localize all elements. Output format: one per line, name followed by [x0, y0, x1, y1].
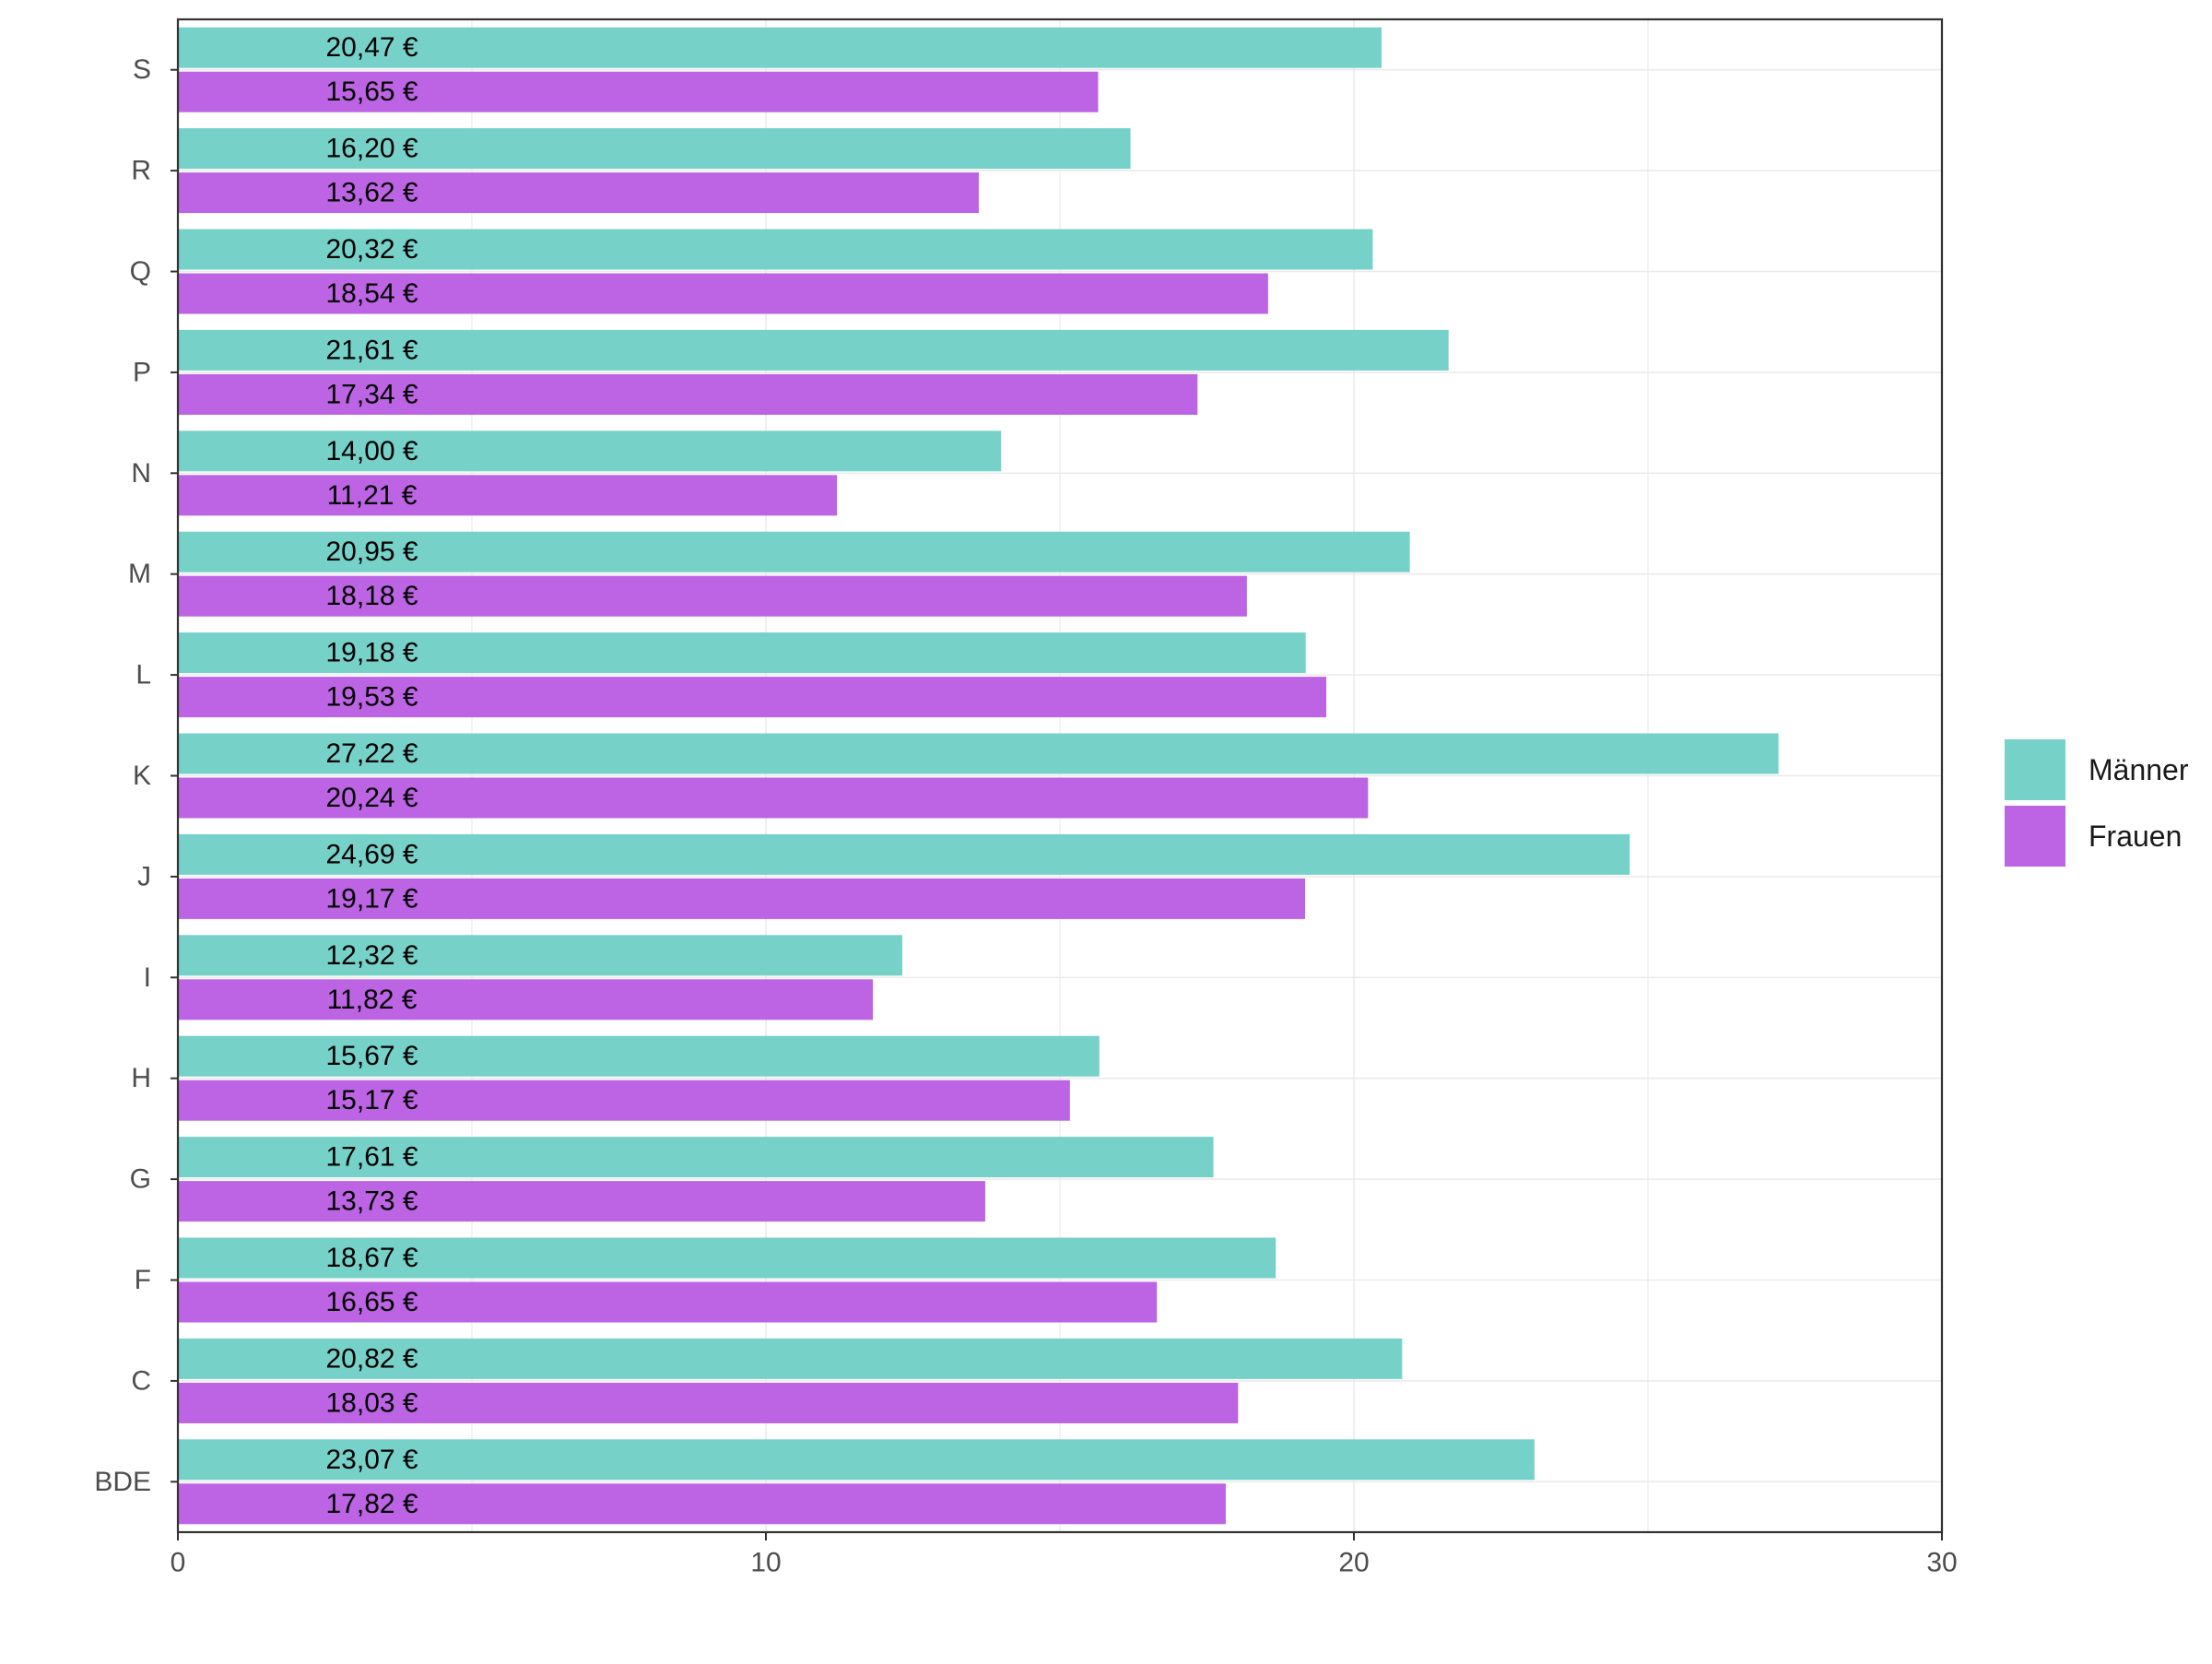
bar-value-label: 15,17 € [325, 1085, 418, 1115]
bar-maenner-s [178, 27, 1382, 68]
y-tick-label: S [133, 54, 151, 85]
y-tick-label: P [133, 357, 151, 387]
x-tick-label: 30 [1926, 1548, 1957, 1578]
bar-value-label: 17,34 € [325, 379, 418, 409]
bar-maenner-n [178, 431, 1002, 472]
x-tick-label: 20 [1338, 1548, 1369, 1578]
bar-maenner-bde [178, 1439, 1535, 1481]
bar-value-label: 19,17 € [325, 883, 418, 914]
bar-maenner-k [178, 733, 1779, 774]
bar-value-label: 19,18 € [325, 638, 418, 668]
bar-frauen-m [178, 575, 1247, 617]
bar-value-label: 15,67 € [325, 1041, 418, 1071]
bar-value-label: 14,00 € [325, 436, 418, 466]
bar-frauen-bde [178, 1483, 1226, 1525]
bar-frauen-f [178, 1281, 1158, 1323]
bar-value-label: 20,82 € [325, 1343, 418, 1374]
y-tick-label: Q [130, 256, 151, 287]
x-tick-label: 10 [750, 1548, 781, 1578]
bar-value-label: 15,65 € [325, 77, 418, 107]
bar-frauen-c [178, 1382, 1239, 1423]
bar-value-label: 20,47 € [325, 32, 418, 63]
bar-value-label: 21,61 € [325, 335, 418, 365]
y-tick-label: R [131, 156, 151, 186]
bar-value-label: 16,20 € [325, 134, 418, 164]
bar-value-label: 17,61 € [325, 1142, 418, 1173]
legend: Männer Frauen [2005, 739, 2189, 867]
x-axis: 0 10 20 30 [171, 1532, 1958, 1578]
legend-label: Männer [2088, 753, 2189, 786]
bar-value-label: 27,22 € [325, 738, 418, 769]
y-tick-label: M [128, 559, 151, 589]
bar-frauen-n [178, 475, 838, 516]
bar-value-label: 17,82 € [325, 1489, 418, 1519]
y-axis: S R Q P N M L K J I H G F C BDE [94, 54, 178, 1497]
bar-frauen-s [178, 71, 1099, 112]
bar-maenner-m [178, 531, 1410, 572]
legend-key-frauen [2005, 806, 2065, 867]
bars [178, 27, 1779, 1525]
bar-value-label: 18,03 € [325, 1387, 418, 1418]
bar-value-label: 11,82 € [327, 985, 418, 1015]
bar-value-label: 12,32 € [325, 940, 418, 971]
bar-maenner-r [178, 128, 1131, 170]
y-tick-label: K [133, 761, 151, 791]
bar-frauen-h [178, 1080, 1070, 1121]
y-tick-label: G [130, 1164, 151, 1195]
bar-frauen-q [178, 273, 1268, 314]
bar-value-label: 20,95 € [325, 537, 418, 567]
bar-frauen-j [178, 878, 1306, 919]
bar-value-label: 23,07 € [325, 1445, 418, 1475]
bar-maenner-c [178, 1338, 1403, 1379]
bar-value-label: 18,18 € [325, 581, 418, 611]
bar-value-label: 20,24 € [325, 783, 418, 813]
bar-value-label: 19,53 € [325, 682, 418, 713]
bar-maenner-h [178, 1035, 1100, 1077]
bar-maenner-j [178, 833, 1630, 875]
bar-value-label: 11,21 € [327, 480, 418, 511]
bar-frauen-l [178, 677, 1327, 718]
bar-maenner-p [178, 329, 1449, 371]
y-tick-label: BDE [94, 1467, 151, 1497]
bar-frauen-k [178, 777, 1369, 819]
bar-frauen-i [178, 979, 874, 1021]
bar-value-label: 18,54 € [325, 278, 418, 309]
y-tick-label: F [135, 1265, 151, 1295]
bar-value-label: 24,69 € [325, 839, 418, 869]
bar-value-label: 13,62 € [325, 178, 418, 208]
bar-value-label: 18,67 € [325, 1243, 418, 1273]
bar-frauen-g [178, 1181, 985, 1222]
y-tick-label: H [131, 1063, 151, 1093]
y-tick-label: J [137, 861, 151, 891]
y-tick-label: I [144, 962, 151, 993]
bar-value-label: 20,32 € [325, 234, 418, 265]
x-tick-label: 0 [171, 1548, 186, 1578]
bar-value-label: 13,73 € [325, 1186, 418, 1217]
y-tick-label: N [131, 458, 151, 489]
bar-maenner-q [178, 229, 1373, 270]
bar-maenner-g [178, 1137, 1214, 1178]
bar-maenner-i [178, 935, 903, 976]
legend-label: Frauen [2088, 820, 2182, 853]
bar-maenner-l [178, 632, 1306, 674]
bar-value-labels: 20,47 € 15,65 € 16,20 € 13,62 € 20,32 € 18,54… [325, 32, 418, 1519]
y-tick-label: C [131, 1365, 151, 1396]
y-tick-label: L [135, 660, 151, 690]
bar-value-label: 16,65 € [325, 1287, 418, 1317]
bar-frauen-r [178, 172, 979, 214]
legend-key-maenner [2005, 739, 2065, 800]
grid-lines [177, 19, 1943, 1532]
bar-maenner-f [178, 1237, 1277, 1279]
bar-frauen-p [178, 373, 1198, 415]
